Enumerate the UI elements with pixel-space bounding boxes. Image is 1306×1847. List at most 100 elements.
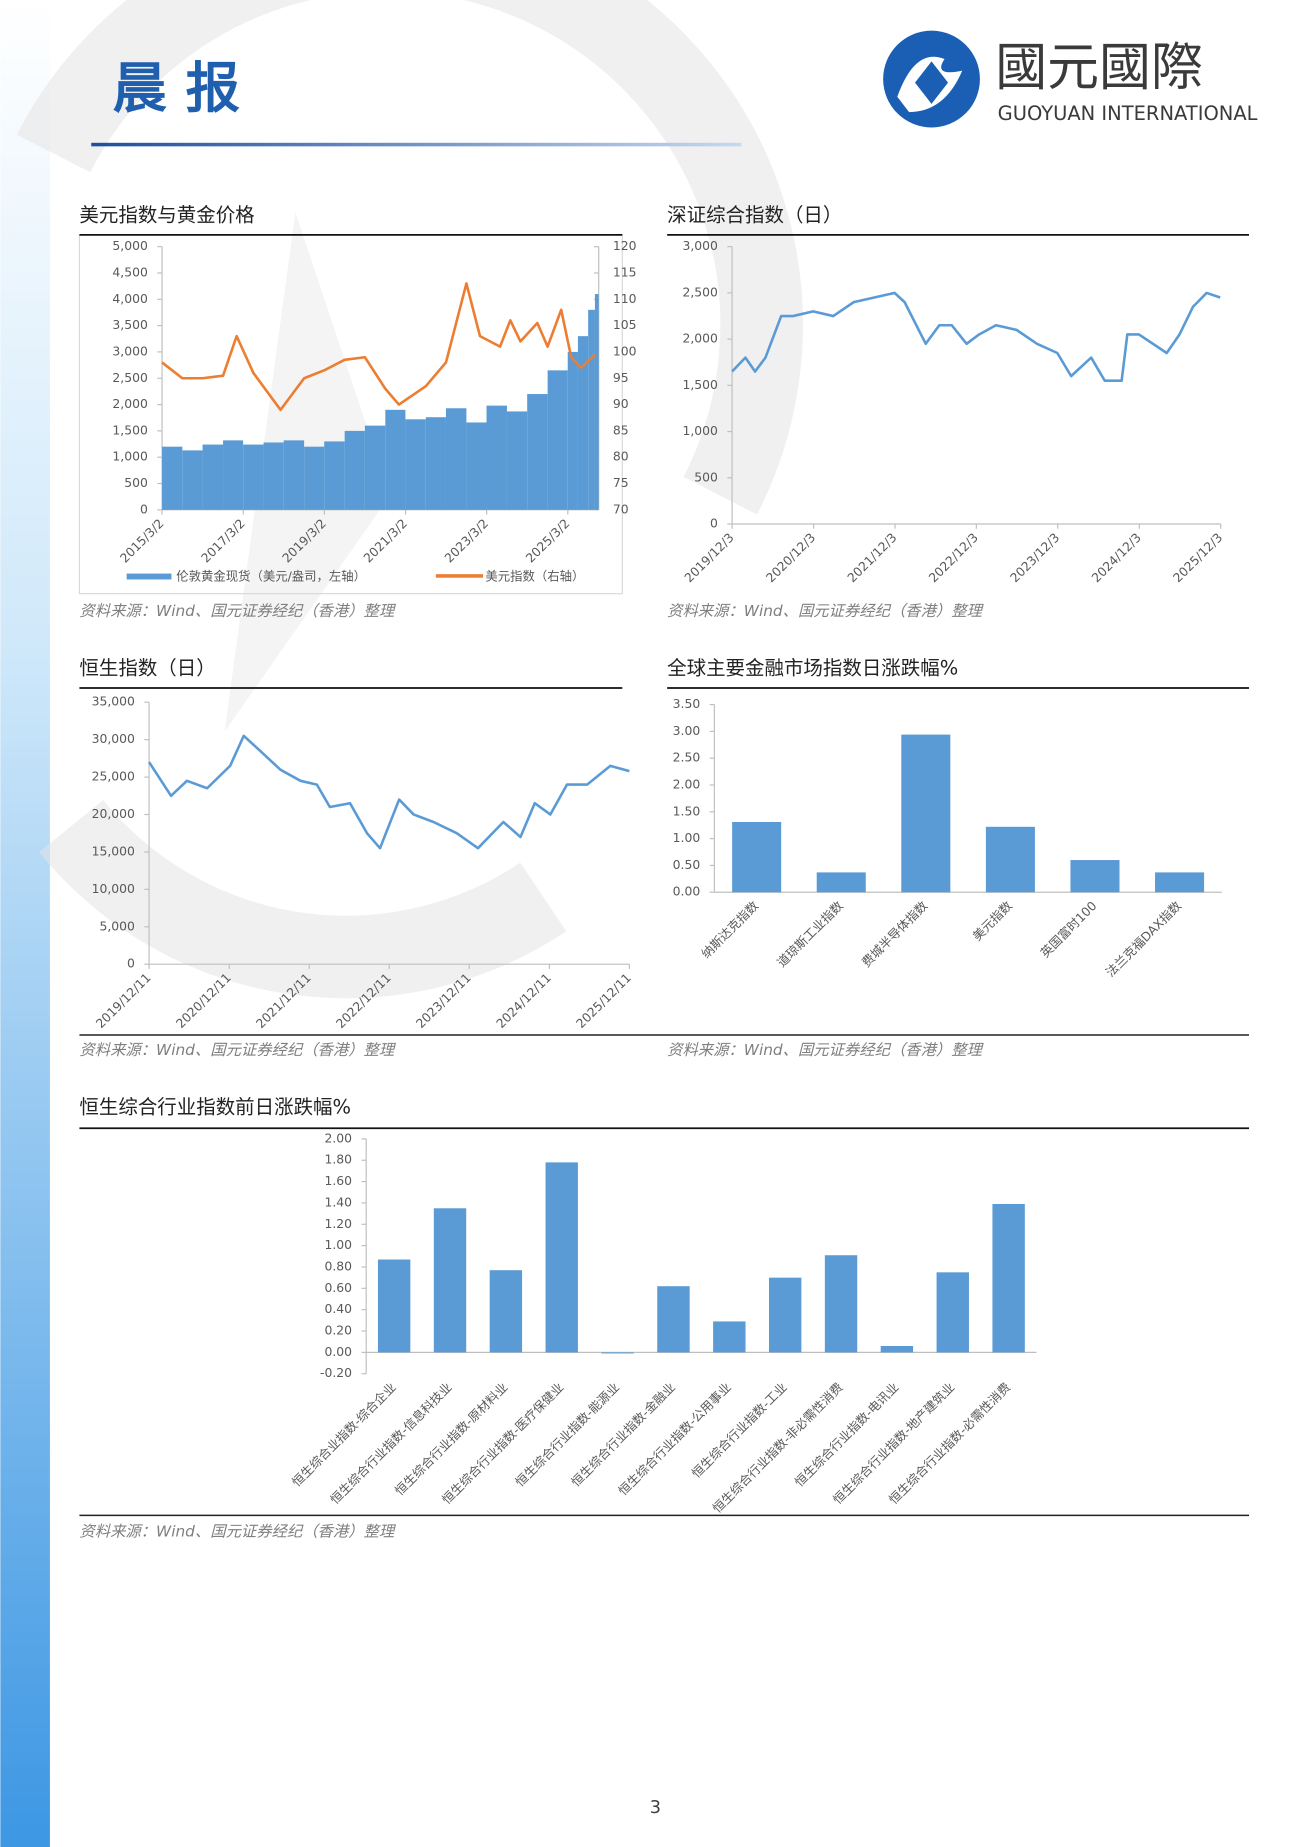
y-tick-label: 1,000 (112, 449, 148, 464)
y-tick-label: 1.40 (324, 1194, 352, 1209)
bar (425, 417, 446, 510)
bar (202, 444, 224, 510)
y-tick-label: 10,000 (92, 881, 135, 896)
y-tick-label: 0.00 (324, 1344, 352, 1359)
bar (182, 450, 203, 510)
line (147, 734, 630, 850)
bar (324, 441, 345, 510)
legend-swatch (435, 574, 484, 578)
bar (992, 1204, 1025, 1353)
source-note: 资料来源：Wind、国元证券经纪（香港）整理 (79, 1041, 396, 1059)
y-tick-label: 500 (124, 475, 148, 490)
bar (405, 419, 426, 510)
bar (657, 1286, 690, 1353)
bar (880, 1345, 914, 1353)
bar (283, 440, 305, 510)
chart-title: 全球主要金融市场指数日涨跌幅% (667, 657, 958, 680)
y-tick-label: 0.50 (673, 857, 701, 872)
bar (768, 1277, 802, 1353)
legend-swatch (126, 573, 172, 580)
legend-label: 伦敦黄金现货（美元/盎司，左轴） (176, 569, 366, 584)
bar (901, 734, 951, 893)
bar (385, 409, 406, 510)
bar (486, 405, 507, 510)
y-tick-label: -0.20 (320, 1365, 352, 1380)
bar (547, 370, 568, 510)
y-tick-label: 25,000 (92, 769, 135, 784)
bar (588, 309, 595, 510)
source-note: 资料来源：Wind、国元证券经纪（香港）整理 (667, 602, 984, 620)
y-tick-label: 0.40 (324, 1301, 352, 1316)
bar (732, 821, 782, 893)
y-tick-label: 3,000 (112, 343, 148, 358)
bar (594, 294, 599, 510)
bar (527, 394, 548, 510)
y-tick-label: 20,000 (92, 806, 135, 821)
chart-title: 美元指数与黄金价格 (79, 203, 255, 226)
bar (506, 411, 528, 510)
source-note: 资料来源：Wind、国元证券经纪（香港）整理 (79, 602, 396, 620)
bar (263, 442, 284, 510)
y2-tick-label: 120 (613, 238, 637, 253)
y-tick-label: 2.00 (673, 776, 701, 791)
chart-title: 恒生综合行业指数前日涨跌幅% (79, 1096, 351, 1119)
bar (445, 408, 467, 510)
y2-tick-label: 100 (613, 343, 637, 358)
report-title: 晨 报 (112, 57, 239, 120)
y-tick-label: 3,500 (112, 317, 148, 332)
side-strip (0, 0, 50, 1847)
y-tick-label: 4,500 (112, 264, 148, 279)
bar (1070, 860, 1120, 893)
source-note: 资料来源：Wind、国元证券经纪（香港）整理 (79, 1522, 396, 1540)
y-tick-label: 0.60 (324, 1280, 352, 1295)
y2-tick-label: 75 (613, 475, 629, 490)
y-tick-label: 0 (710, 516, 718, 531)
y2-tick-label: 85 (613, 422, 629, 437)
line (731, 291, 1221, 383)
y-tick-label: 3.00 (673, 723, 701, 738)
bar (824, 1255, 858, 1353)
bar (364, 425, 386, 510)
y-tick-label: 5,000 (99, 918, 135, 933)
y-tick-label: 3.50 (673, 696, 701, 711)
y2-tick-label: 80 (613, 449, 629, 464)
bar (816, 872, 866, 893)
title-rule (91, 142, 742, 147)
y-tick-label: 0 (140, 501, 148, 516)
y-tick-label: 4,000 (112, 291, 148, 306)
y-tick-label: 1.00 (324, 1237, 352, 1252)
logo-en: GUOYUAN INTERNATIONAL (998, 102, 1258, 125)
source-note: 资料来源：Wind、国元证券经纪（香港）整理 (667, 1041, 984, 1059)
bar (433, 1208, 467, 1353)
y-tick-label: 0 (127, 956, 135, 971)
bar (162, 446, 183, 510)
logo (883, 30, 980, 128)
bar (377, 1259, 411, 1353)
y-tick-label: 15,000 (92, 843, 135, 858)
y-tick-label: 2,500 (682, 284, 718, 299)
bar (243, 444, 264, 510)
bar (1155, 872, 1205, 893)
chart-title: 深证综合指数（日） (667, 203, 842, 226)
y-tick-label: 1,500 (682, 377, 718, 392)
bar (985, 826, 1035, 893)
bar (936, 1272, 969, 1353)
y2-tick-label: 70 (613, 501, 629, 516)
y2-tick-label: 95 (613, 370, 629, 385)
bar (223, 440, 244, 510)
legend-label: 美元指数（右轴） (485, 569, 584, 584)
line (161, 282, 596, 412)
y-tick-label: 2,500 (112, 370, 148, 385)
y2-tick-label: 115 (613, 264, 637, 279)
bar (713, 1321, 746, 1353)
y-tick-label: 1.20 (324, 1216, 352, 1231)
y-tick-label: 3,000 (682, 238, 718, 253)
y-tick-label: 0.00 (673, 884, 701, 899)
y2-tick-label: 90 (613, 396, 629, 411)
y-tick-label: 30,000 (92, 731, 135, 746)
y-tick-label: 1.60 (324, 1173, 352, 1188)
bar (344, 430, 365, 510)
y2-tick-label: 110 (613, 291, 637, 306)
